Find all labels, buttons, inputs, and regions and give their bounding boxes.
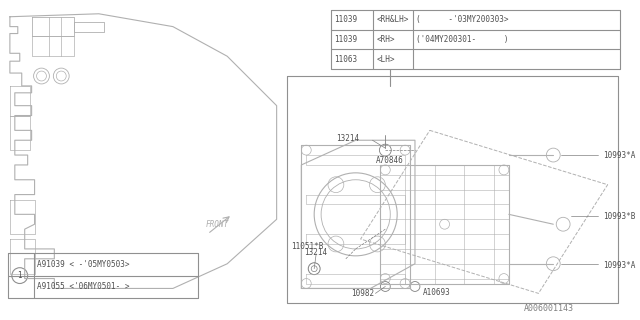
- Text: <RH>: <RH>: [376, 35, 395, 44]
- Text: 11051*B: 11051*B: [291, 243, 324, 252]
- Text: 10993*B: 10993*B: [603, 212, 635, 221]
- Text: <RH&LH>: <RH&LH>: [376, 15, 409, 24]
- Text: A91055 <'06MY0501- >: A91055 <'06MY0501- >: [36, 283, 129, 292]
- Text: 10982: 10982: [351, 289, 374, 298]
- Text: 11039: 11039: [334, 35, 357, 44]
- Text: 13214: 13214: [336, 134, 359, 143]
- Text: 1: 1: [17, 271, 22, 280]
- Text: 10993*A: 10993*A: [603, 261, 635, 270]
- Text: A006001143: A006001143: [524, 304, 573, 313]
- Text: ('04MY200301-      ): ('04MY200301- ): [416, 35, 508, 44]
- Text: A70846: A70846: [376, 156, 403, 164]
- Text: 10993*A: 10993*A: [603, 150, 635, 160]
- Text: 11039: 11039: [334, 15, 357, 24]
- Text: 13214: 13214: [304, 248, 328, 257]
- Text: A10693: A10693: [423, 288, 451, 297]
- Text: FRONT: FRONT: [206, 220, 229, 229]
- Text: 11063: 11063: [334, 55, 357, 64]
- Text: A91039 < -'05MY0503>: A91039 < -'05MY0503>: [36, 260, 129, 269]
- Text: <LH>: <LH>: [376, 55, 395, 64]
- Text: (      -'03MY200303>: ( -'03MY200303>: [416, 15, 508, 24]
